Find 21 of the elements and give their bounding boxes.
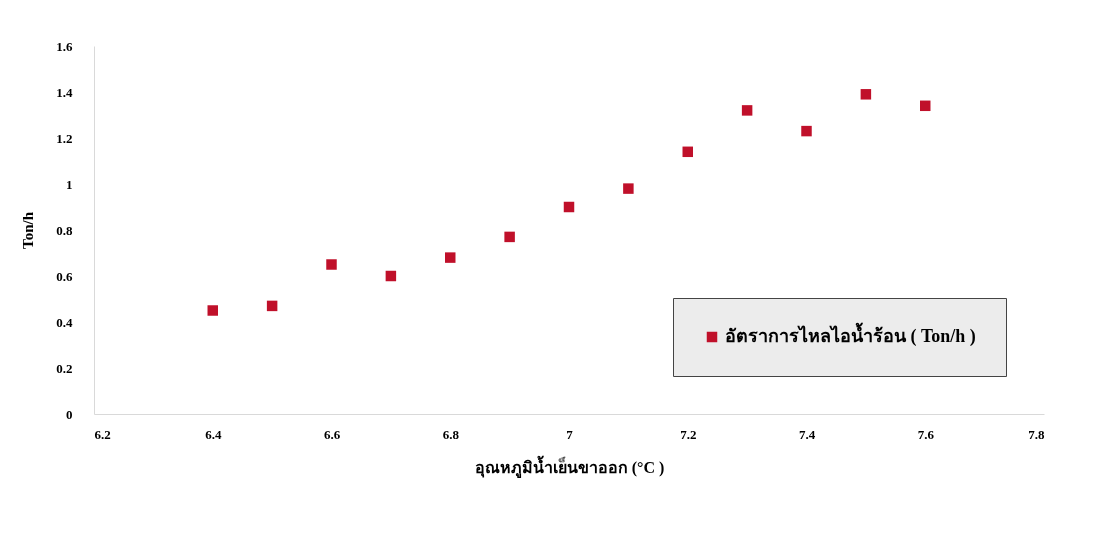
x-axis-title: อุณหภูมิน้ำเย็นขาออก (°C ) [474,454,665,479]
x-tick-label: 6.8 [442,426,460,442]
x-tick-label: 7.2 [680,426,697,442]
y-tick-label: 1.6 [56,38,73,54]
y-tick-label: 0.8 [56,222,73,238]
x-tick-label: 7.8 [1028,426,1045,442]
x-tick-label: 6.4 [205,426,222,442]
y-tick-label: 0.2 [56,360,73,376]
x-tick-label: 7 [566,426,574,442]
y-tick-label: 1 [66,176,73,192]
y-axis-title: Ton/h [20,211,37,249]
x-tick-label: 6.2 [94,426,111,442]
x-tick-label: 7.4 [798,426,816,442]
y-tick-label: 0 [66,406,73,422]
legend-label: อัตราการไหลไอน้ำร้อน ( Ton/h ) [725,322,976,347]
y-tick-label: 1.4 [56,84,73,100]
y-tick-label: 0.6 [56,268,73,284]
x-tick-label: 7.6 [917,426,935,442]
y-tick-label: 0.4 [56,314,73,330]
y-tick-label: 1.2 [56,130,73,146]
x-tick-label: 6.6 [323,426,341,442]
